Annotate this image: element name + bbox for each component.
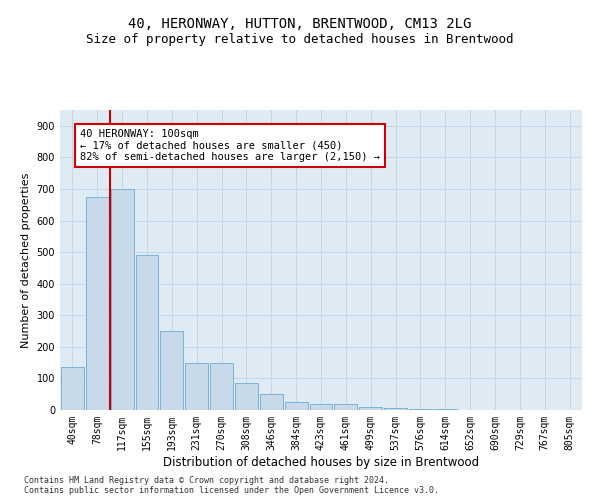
Y-axis label: Number of detached properties: Number of detached properties <box>21 172 31 348</box>
Bar <box>359 407 382 410</box>
Bar <box>136 256 158 410</box>
Bar <box>384 408 407 410</box>
Bar <box>285 402 308 410</box>
Bar <box>260 394 283 410</box>
Bar <box>235 382 258 410</box>
Bar <box>334 404 357 410</box>
Bar <box>61 368 84 410</box>
Bar <box>160 331 183 410</box>
Bar <box>310 404 332 410</box>
Bar <box>111 189 134 410</box>
Text: 40, HERONWAY, HUTTON, BRENTWOOD, CM13 2LG: 40, HERONWAY, HUTTON, BRENTWOOD, CM13 2L… <box>128 18 472 32</box>
Text: Contains HM Land Registry data © Crown copyright and database right 2024.
Contai: Contains HM Land Registry data © Crown c… <box>24 476 439 495</box>
X-axis label: Distribution of detached houses by size in Brentwood: Distribution of detached houses by size … <box>163 456 479 468</box>
Bar <box>185 362 208 410</box>
Bar <box>86 197 109 410</box>
Bar <box>409 409 432 410</box>
Text: 40 HERONWAY: 100sqm
← 17% of detached houses are smaller (450)
82% of semi-detac: 40 HERONWAY: 100sqm ← 17% of detached ho… <box>80 129 380 162</box>
Text: Size of property relative to detached houses in Brentwood: Size of property relative to detached ho… <box>86 32 514 46</box>
Bar <box>210 364 233 410</box>
